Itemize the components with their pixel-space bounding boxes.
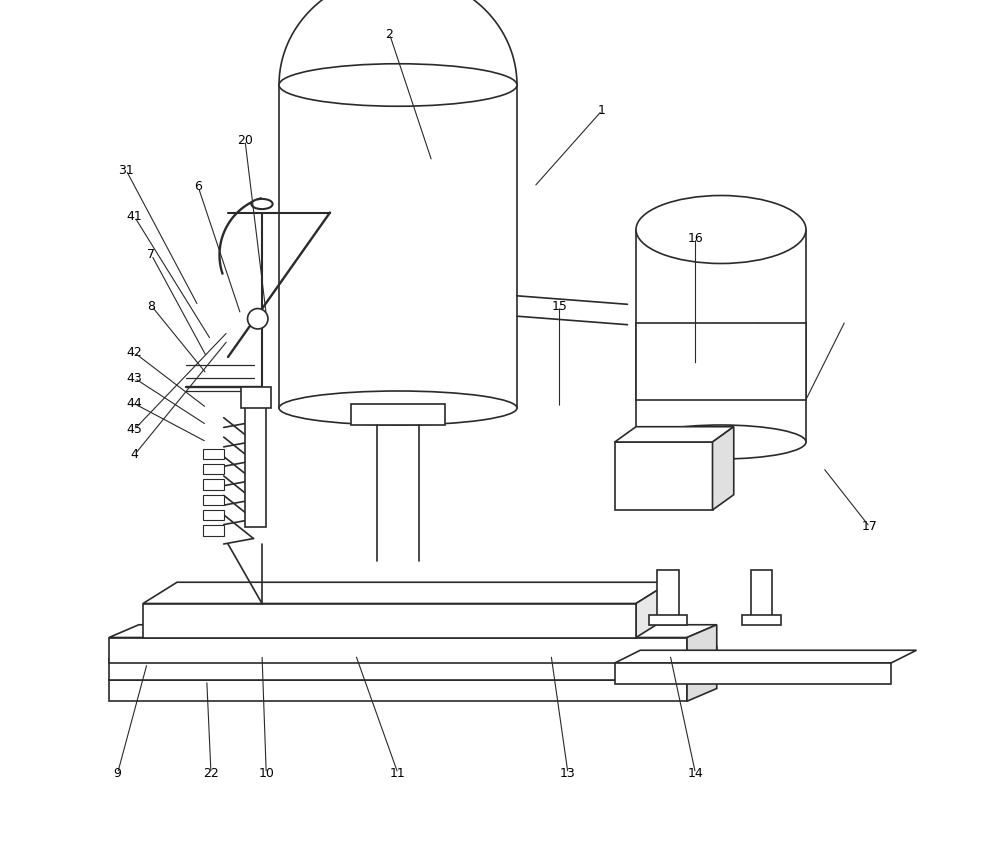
- Bar: [649, 615, 687, 625]
- Ellipse shape: [251, 199, 273, 209]
- Ellipse shape: [636, 196, 806, 264]
- Bar: [751, 570, 772, 620]
- Text: 13: 13: [560, 767, 576, 780]
- Polygon shape: [109, 646, 717, 659]
- Polygon shape: [615, 650, 916, 663]
- Polygon shape: [203, 525, 224, 536]
- Text: 20: 20: [237, 133, 253, 147]
- Text: 2: 2: [386, 27, 393, 41]
- Text: 22: 22: [203, 767, 219, 780]
- Text: 16: 16: [688, 231, 703, 245]
- Text: 8: 8: [148, 299, 156, 313]
- Polygon shape: [687, 646, 717, 680]
- Polygon shape: [203, 510, 224, 520]
- Bar: [109, 680, 687, 701]
- Text: 6: 6: [194, 180, 202, 194]
- Text: 4: 4: [131, 448, 138, 462]
- Bar: [109, 659, 687, 680]
- Circle shape: [248, 309, 268, 329]
- Polygon shape: [615, 427, 734, 442]
- Polygon shape: [143, 582, 670, 603]
- Bar: [279, 85, 517, 408]
- Ellipse shape: [279, 64, 517, 106]
- Polygon shape: [687, 667, 717, 701]
- Bar: [143, 604, 636, 638]
- Text: 11: 11: [390, 767, 406, 780]
- Bar: [615, 442, 712, 510]
- Bar: [245, 400, 266, 527]
- Bar: [241, 387, 270, 408]
- Bar: [742, 615, 780, 625]
- Text: 44: 44: [127, 397, 142, 411]
- Bar: [351, 404, 445, 425]
- Text: 41: 41: [127, 210, 142, 224]
- Bar: [657, 570, 678, 620]
- Polygon shape: [203, 495, 224, 505]
- Polygon shape: [203, 464, 224, 474]
- Text: 15: 15: [552, 299, 567, 313]
- Text: 43: 43: [127, 371, 142, 385]
- Text: 31: 31: [118, 163, 134, 177]
- Polygon shape: [203, 479, 224, 490]
- Text: 10: 10: [258, 767, 274, 780]
- Text: 42: 42: [127, 346, 142, 360]
- Bar: [109, 638, 687, 663]
- Polygon shape: [636, 582, 670, 638]
- Bar: [636, 323, 806, 400]
- Text: 7: 7: [148, 248, 156, 262]
- Text: 45: 45: [127, 422, 142, 436]
- Polygon shape: [109, 667, 717, 680]
- Polygon shape: [203, 449, 224, 459]
- Text: 9: 9: [114, 767, 121, 780]
- Text: 14: 14: [688, 767, 703, 780]
- Polygon shape: [109, 625, 717, 638]
- Bar: [636, 230, 806, 442]
- Ellipse shape: [279, 391, 517, 425]
- Bar: [615, 663, 891, 684]
- Polygon shape: [687, 625, 717, 663]
- Text: 1: 1: [598, 104, 606, 117]
- Polygon shape: [712, 427, 734, 510]
- Text: 17: 17: [862, 520, 878, 534]
- Ellipse shape: [636, 425, 806, 459]
